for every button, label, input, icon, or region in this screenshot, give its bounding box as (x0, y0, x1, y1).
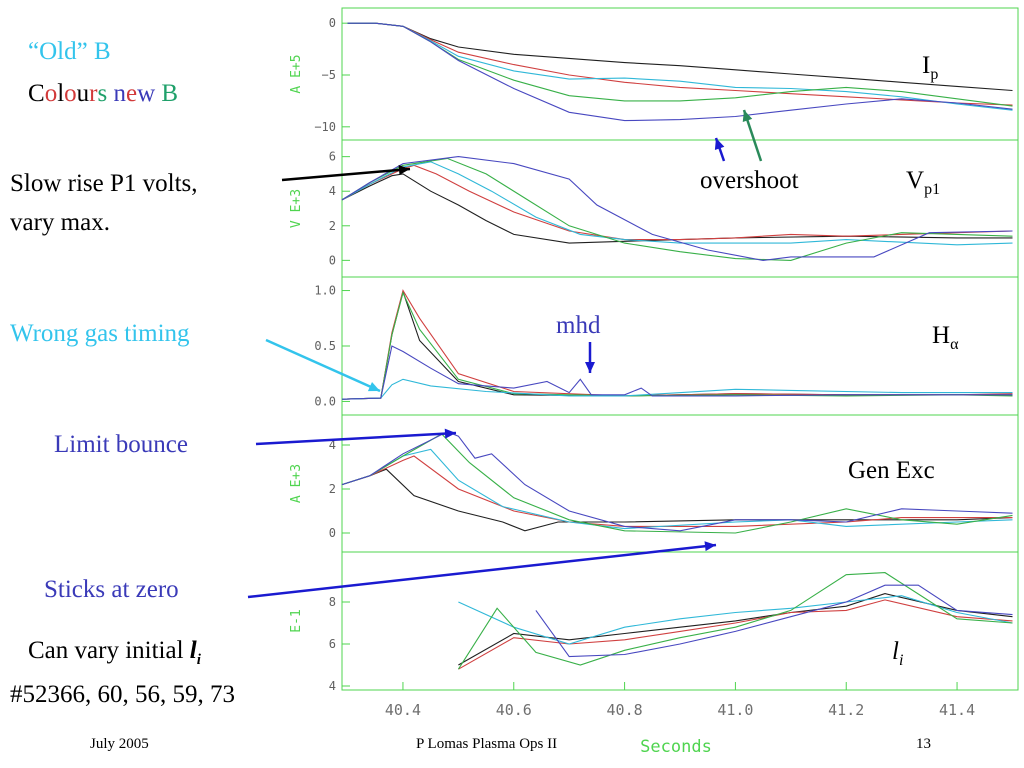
can-vary-prefix: Can vary initial (28, 637, 190, 664)
y-tick-label: 0 (329, 16, 336, 30)
colours-letter: B (161, 80, 179, 107)
footer-page: 13 (916, 736, 931, 752)
shots-label: #52366, 60, 56, 59, 73 (10, 681, 235, 708)
series-line-black (347, 22, 1013, 92)
series-line-blue (341, 156, 1013, 261)
panel-label-vp1: Vp1 (906, 167, 941, 198)
can-vary-sub: i (196, 652, 201, 668)
panel-label-gen-exc: Gen Exc (848, 457, 935, 484)
x-tick-label: 40.8 (607, 701, 643, 719)
footer-date: July 2005 (90, 736, 149, 752)
series-line-blue (347, 22, 1013, 122)
y-tick-label: 6 (329, 150, 336, 164)
sticks-at-zero-arrow-head (704, 541, 716, 552)
colours-letter: o (64, 80, 77, 107)
series-line-red (458, 599, 1013, 670)
series-line-black (458, 593, 1013, 666)
slow-rise-label-line1: Slow rise P1 volts, (10, 170, 198, 197)
y-tick-label: −10 (314, 120, 336, 134)
old-b-label: “Old” B (28, 38, 111, 65)
wrong-gas-arrow-head (367, 381, 380, 392)
panel-label-ip: Ip (922, 52, 939, 83)
y-tick-label: 2 (329, 482, 336, 496)
slow-rise-arrow-head (398, 164, 410, 175)
panel-frame (341, 139, 1019, 278)
series-line-cyan (458, 595, 1013, 645)
x-tick-label: 41.0 (717, 701, 753, 719)
colours-letter: C (28, 80, 45, 107)
footer-author: P Lomas Plasma Ops II (416, 736, 558, 752)
series-line-green (341, 433, 1013, 534)
series-line-cyan (341, 161, 1013, 246)
series-line-red (341, 164, 1013, 241)
colours-letter: o (44, 80, 58, 107)
y-tick-label: −5 (322, 68, 336, 82)
x-tick-label: 41.2 (828, 701, 864, 719)
x-tick-label: 40.6 (496, 701, 532, 719)
panel-frame (341, 7, 1019, 141)
sticks-at-zero-label: Sticks at zero (44, 576, 179, 603)
colours-letter: w (137, 80, 156, 107)
mhd-label: mhd (556, 312, 601, 339)
overshoot-arrow-green-head (742, 110, 753, 123)
colours-letter: e (125, 80, 138, 107)
series-line-blue (341, 345, 1013, 400)
series-line-black (341, 173, 1013, 244)
sticks-at-zero-arrow (247, 543, 717, 599)
y-tick-label: 6 (329, 637, 336, 651)
y-tick-label: 4 (329, 679, 336, 693)
colours-letter: u (76, 80, 90, 107)
panel-frame (341, 551, 1019, 691)
series-line-red (341, 289, 1013, 400)
y-tick-label: 0 (329, 253, 336, 267)
limit-bounce-arrow (255, 431, 457, 446)
colours-new-b-label: Colours new B (28, 80, 178, 108)
y-tick-label: 4 (329, 184, 336, 198)
overshoot-arrow-blue-head (714, 138, 725, 151)
x-axis-label: Seconds (640, 737, 712, 757)
series-line-green (347, 22, 1013, 107)
y-tick-label: 1.0 (314, 284, 336, 298)
panel-label-halpha: Hα (932, 322, 959, 353)
panel-label-li: li (892, 638, 904, 669)
series-line-black (341, 289, 1013, 400)
colours-letter: s (97, 80, 108, 107)
y-tick-label: 0 (329, 526, 336, 540)
series-line-blue (341, 431, 1013, 532)
series-line-cyan (341, 378, 1013, 400)
x-tick-label: 41.4 (939, 701, 975, 719)
series-line-green (341, 157, 1013, 261)
y-tick-label: 2 (329, 219, 336, 233)
y-axis-label: A E+3 (289, 464, 304, 503)
overshoot-label: overshoot (700, 167, 799, 194)
colours-letter: l (57, 80, 65, 107)
slow-rise-label-line2: vary max. (10, 209, 110, 236)
y-axis-label: A E+5 (289, 54, 304, 93)
slow-rise-arrow (281, 167, 411, 182)
series-line-black (341, 468, 1013, 532)
can-vary-label: Can vary initial li (28, 637, 201, 674)
series-line-blue (535, 584, 1013, 658)
y-tick-label: 0.5 (314, 339, 336, 353)
colours-letter: n (113, 80, 126, 107)
limit-bounce-label: Limit bounce (54, 431, 188, 458)
y-axis-label: V E+3 (289, 189, 304, 228)
wrong-gas-label: Wrong gas timing (10, 320, 190, 347)
y-tick-label: 8 (329, 595, 336, 609)
y-axis-label: E-1 (289, 609, 304, 632)
series-line-green (341, 291, 1013, 400)
x-tick-label: 40.4 (385, 701, 421, 719)
mhd-arrow-head (585, 362, 595, 373)
limit-bounce-arrow-head (444, 428, 456, 439)
wrong-gas-arrow (265, 338, 381, 393)
colours-letter: r (89, 80, 98, 107)
series-line-green (457, 572, 1013, 670)
y-tick-label: 0.0 (314, 394, 336, 408)
can-vary-l: l (189, 637, 197, 664)
y-tick-label: 4 (329, 438, 336, 452)
series-line-cyan (347, 22, 1013, 111)
